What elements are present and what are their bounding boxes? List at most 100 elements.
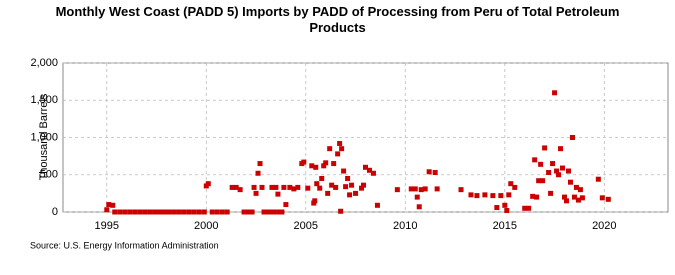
- data-point: [571, 194, 577, 200]
- data-point: [599, 195, 605, 201]
- y-axis-label: Thousand Barrels: [38, 93, 50, 180]
- data-point: [554, 168, 560, 174]
- data-point: [432, 170, 438, 176]
- data-point: [249, 209, 255, 215]
- data-point: [558, 146, 564, 152]
- data-point: [361, 182, 367, 188]
- data-point: [261, 209, 267, 215]
- data-point: [301, 159, 307, 165]
- data-point: [482, 192, 488, 198]
- data-point: [335, 151, 341, 157]
- data-point: [132, 209, 138, 215]
- data-point: [548, 190, 554, 196]
- data-point: [205, 181, 211, 187]
- data-point: [161, 209, 167, 215]
- data-point: [279, 209, 285, 215]
- data-point: [104, 207, 110, 213]
- data-point: [562, 194, 568, 200]
- data-point: [370, 170, 376, 176]
- x-tick-label: 2005: [294, 220, 318, 232]
- data-point: [577, 187, 583, 193]
- data-point: [498, 193, 504, 199]
- data-point: [490, 193, 496, 199]
- data-point: [181, 209, 187, 215]
- data-point: [408, 186, 414, 192]
- data-point: [502, 202, 508, 208]
- data-point: [309, 163, 315, 169]
- data-point: [319, 175, 325, 181]
- data-point: [295, 184, 301, 190]
- data-point: [209, 209, 215, 215]
- data-point: [565, 168, 571, 174]
- data-point: [534, 194, 540, 200]
- data-point: [343, 184, 349, 190]
- data-point: [579, 195, 585, 201]
- data-point: [267, 209, 273, 215]
- chart-title: Monthly West Coast (PADD 5) Imports by P…: [55, 4, 620, 35]
- data-point: [345, 175, 351, 181]
- data-point: [567, 179, 573, 185]
- data-point: [214, 209, 220, 215]
- data-point: [353, 190, 359, 196]
- data-point: [275, 191, 281, 197]
- data-point: [416, 204, 422, 210]
- data-point: [257, 161, 263, 167]
- data-point: [458, 187, 464, 193]
- data-point: [526, 205, 532, 211]
- data-point: [271, 209, 277, 215]
- data-point: [251, 184, 257, 190]
- data-point: [474, 193, 480, 199]
- data-point: [605, 196, 611, 202]
- data-point: [418, 187, 424, 193]
- data-point: [219, 209, 225, 215]
- data-point: [575, 197, 581, 203]
- y-tick-label: 2,000: [30, 57, 58, 69]
- data-point: [374, 202, 380, 208]
- data-point: [317, 185, 323, 191]
- data-point: [112, 209, 118, 215]
- data-point: [494, 205, 500, 211]
- data-point: [538, 161, 544, 167]
- data-point: [110, 202, 116, 208]
- data-point: [127, 209, 133, 215]
- data-point: [255, 170, 261, 176]
- data-point: [552, 90, 558, 96]
- x-tick-label: 2020: [592, 220, 616, 232]
- data-point: [564, 198, 570, 204]
- data-point: [426, 169, 432, 175]
- data-point: [338, 208, 344, 214]
- data-point: [152, 209, 158, 215]
- data-point: [259, 184, 265, 190]
- data-point: [331, 161, 337, 167]
- data-point: [157, 209, 163, 215]
- data-point: [546, 170, 552, 176]
- data-point: [253, 190, 259, 196]
- data-point: [359, 185, 365, 191]
- data-point: [171, 209, 177, 215]
- source-note: Source: U.S. Energy Information Administ…: [30, 240, 219, 250]
- data-point: [147, 209, 153, 215]
- data-point: [313, 164, 319, 170]
- data-point: [366, 167, 372, 173]
- data-point: [283, 202, 289, 208]
- data-point: [137, 209, 143, 215]
- data-point: [536, 178, 542, 184]
- data-point: [166, 209, 172, 215]
- data-point: [339, 146, 345, 152]
- y-tick-label: 0: [52, 206, 58, 218]
- data-point: [532, 157, 538, 163]
- data-point: [106, 202, 112, 208]
- data-point: [122, 209, 128, 215]
- data-point: [312, 198, 318, 204]
- data-point: [394, 187, 400, 193]
- data-point: [325, 190, 331, 196]
- data-point: [201, 209, 207, 215]
- data-point: [233, 184, 239, 190]
- data-point: [305, 185, 311, 191]
- data-point: [229, 184, 235, 190]
- data-point: [237, 187, 243, 193]
- y-tick-label: 1,000: [30, 131, 58, 143]
- data-point: [504, 208, 510, 214]
- data-point: [550, 161, 556, 167]
